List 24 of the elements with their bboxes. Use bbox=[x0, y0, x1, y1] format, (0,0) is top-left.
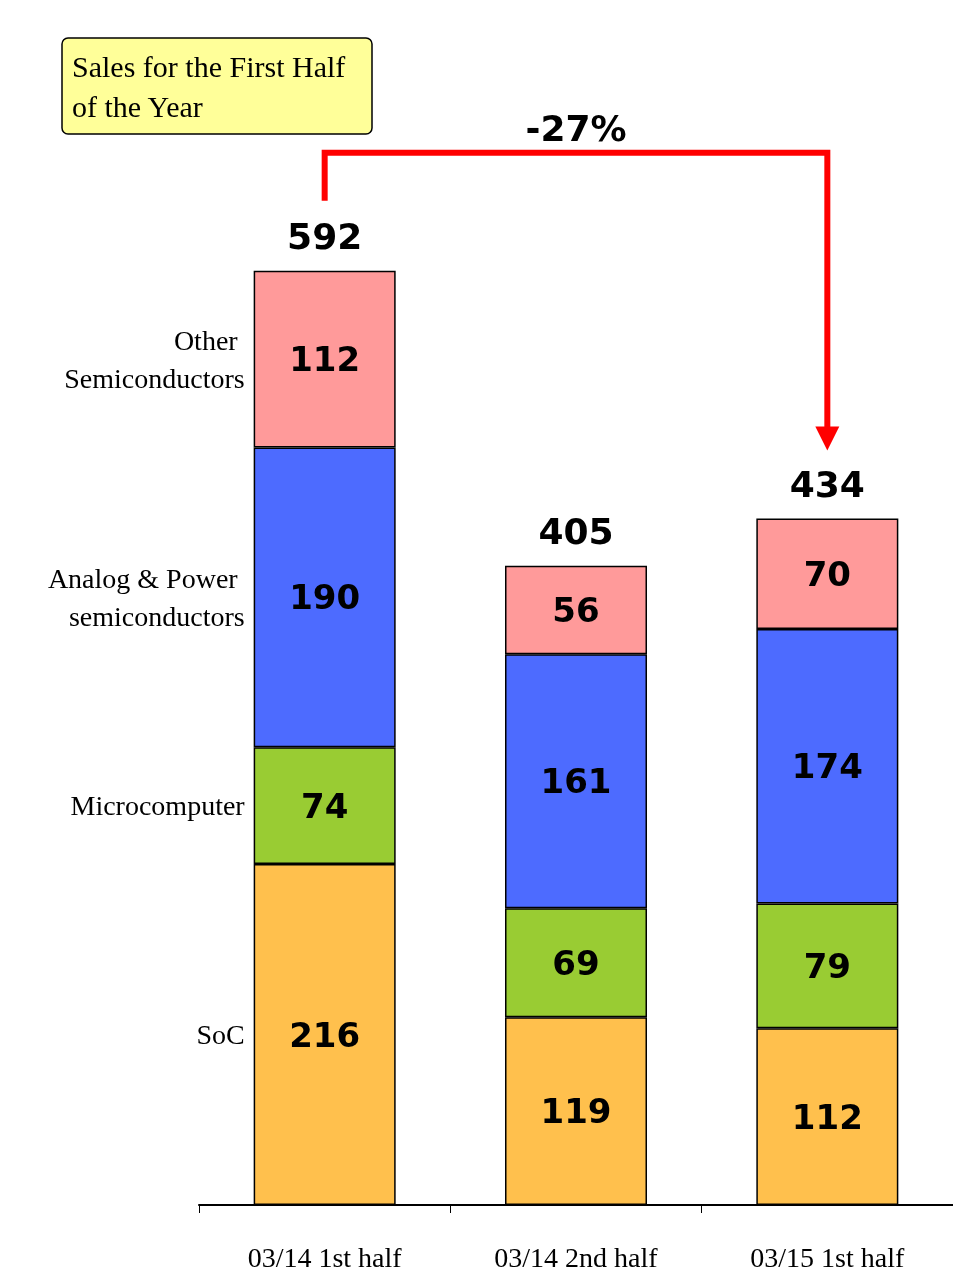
data-label: 174 bbox=[791, 746, 863, 787]
data-label: 190 bbox=[289, 577, 361, 618]
data-label: 112 bbox=[289, 339, 361, 380]
data-label: 74 bbox=[301, 785, 349, 826]
data-label: 112 bbox=[791, 1096, 863, 1137]
data-label: 70 bbox=[803, 553, 851, 594]
data-label: 79 bbox=[803, 945, 851, 986]
total-label: 592 bbox=[287, 216, 363, 258]
data-label: 161 bbox=[540, 761, 612, 802]
series-label: Microcomputer bbox=[70, 790, 246, 822]
data-label: 119 bbox=[540, 1091, 612, 1132]
x-tick-label: 03/15 1st half bbox=[750, 1241, 905, 1271]
data-label: 56 bbox=[552, 589, 600, 630]
x-tick-label: 03/14 1st half bbox=[247, 1241, 403, 1271]
data-label: 69 bbox=[552, 942, 600, 983]
x-tick-label: 03/14 2nd half bbox=[494, 1241, 659, 1271]
series-label: SoC bbox=[196, 1019, 245, 1051]
data-label: 216 bbox=[289, 1014, 361, 1055]
series-label: Other Semiconductors bbox=[64, 324, 245, 394]
total-label: 405 bbox=[538, 511, 614, 553]
text: -27% bbox=[525, 108, 627, 150]
total-label: 434 bbox=[789, 463, 865, 505]
series-label: Analog & Power semiconductors bbox=[47, 562, 245, 632]
chart-title: Sales for the First Half of the Year bbox=[72, 49, 353, 123]
